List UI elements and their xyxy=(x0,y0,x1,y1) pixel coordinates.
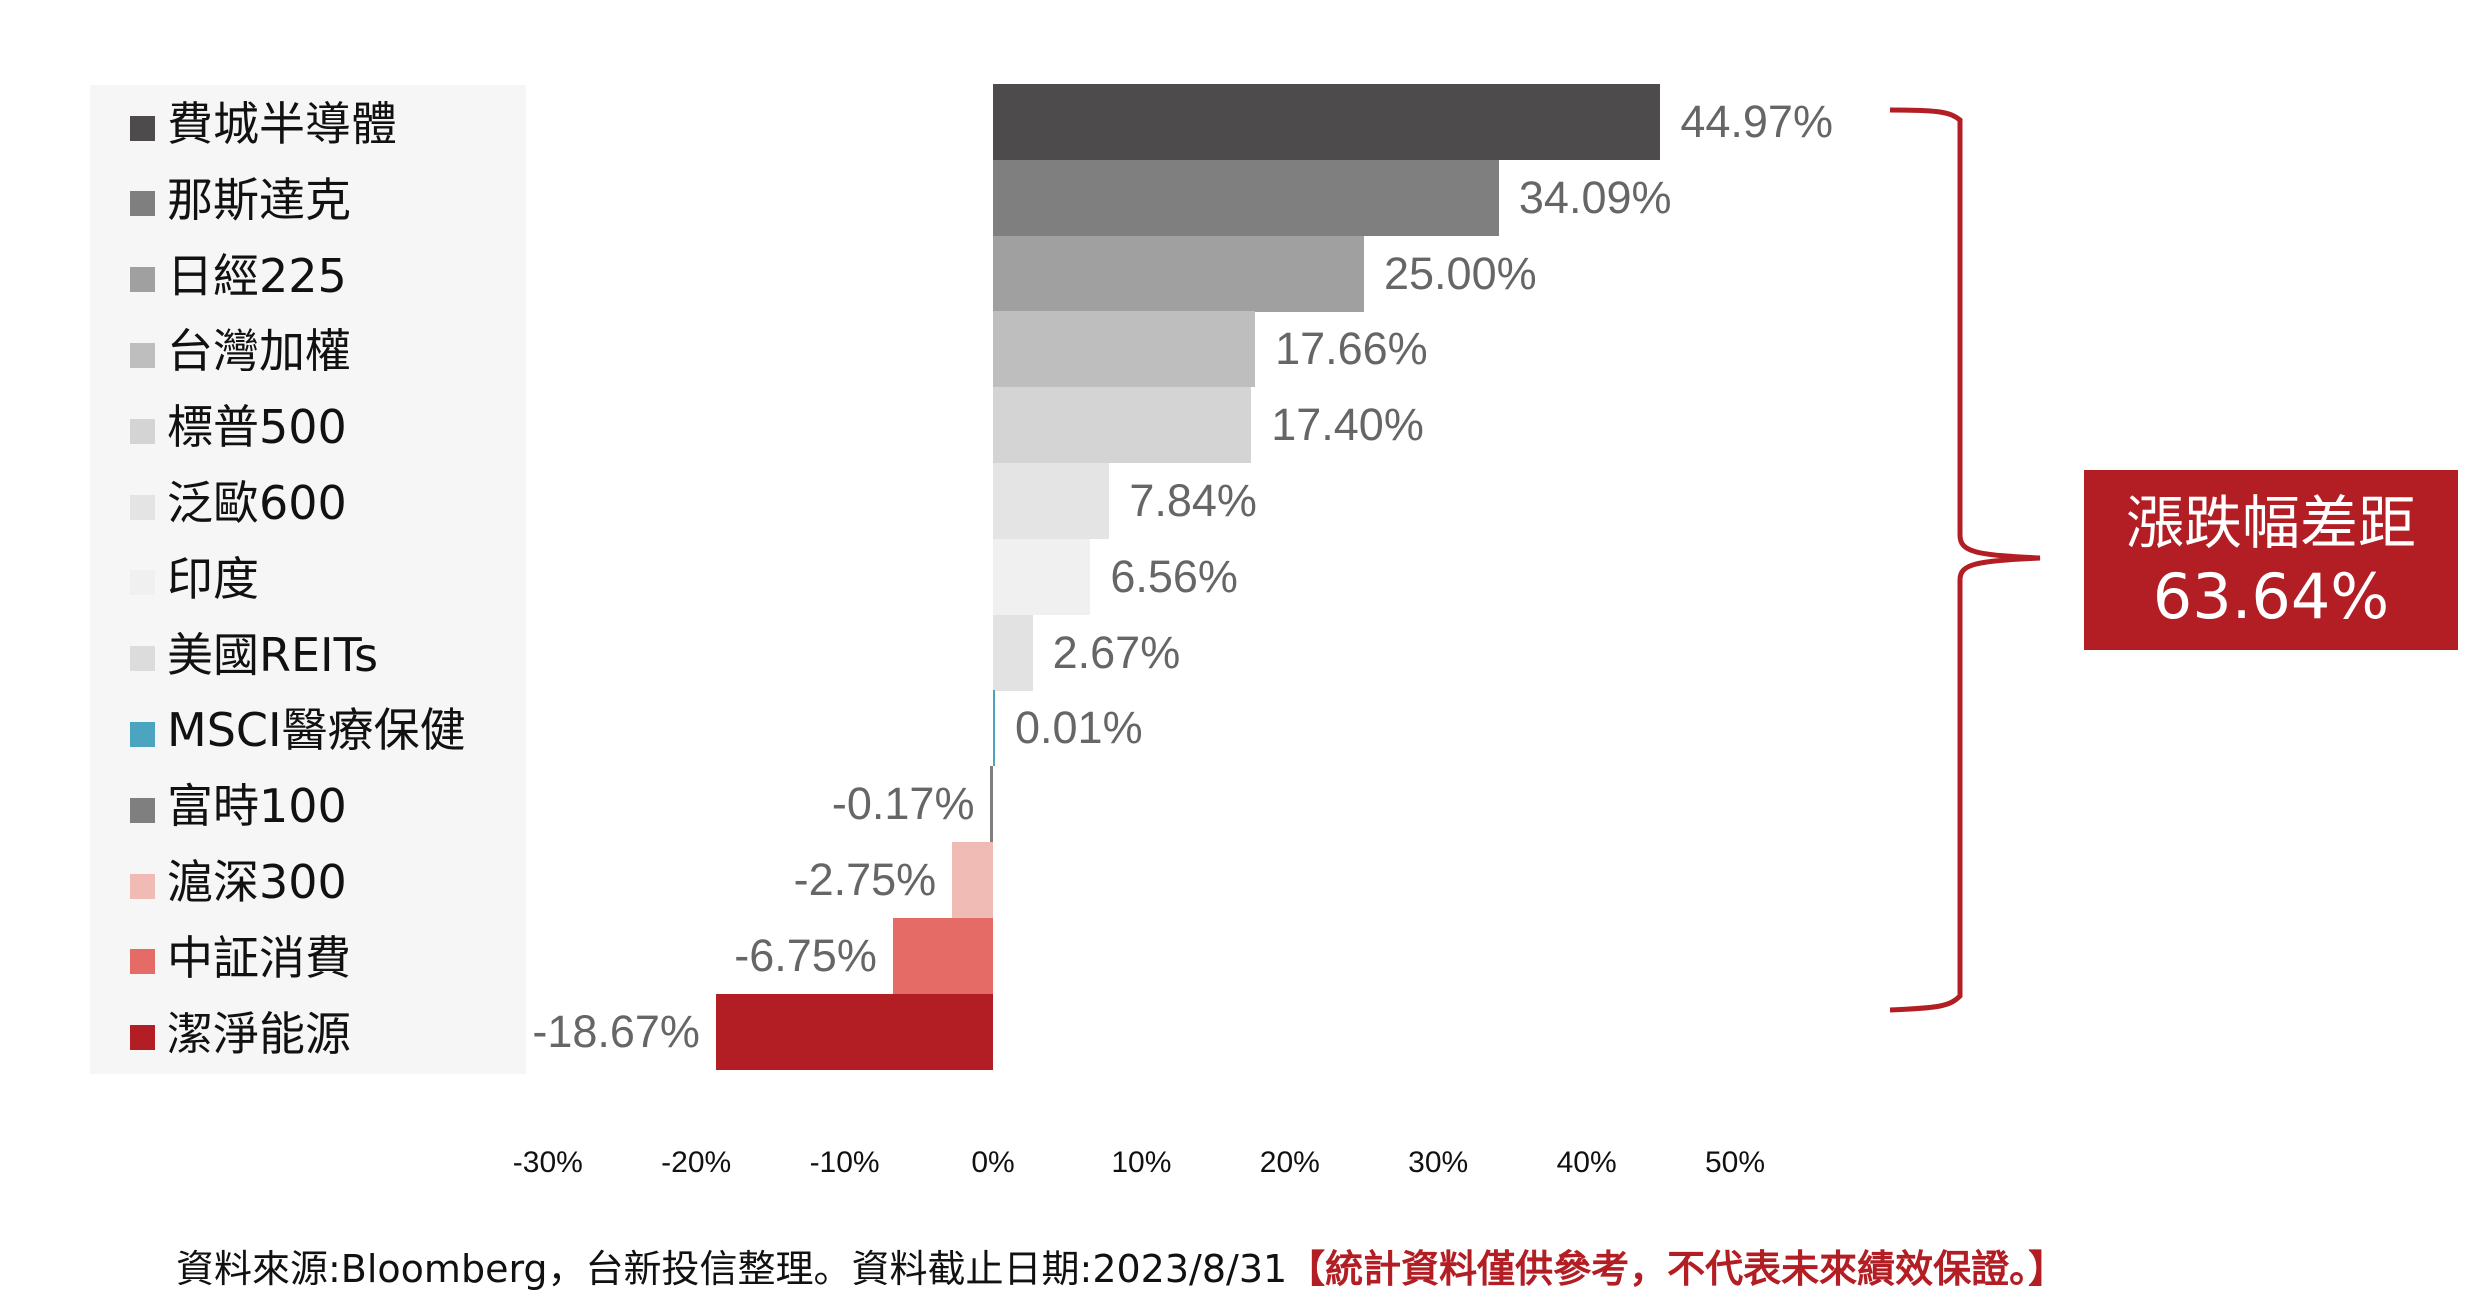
bar xyxy=(993,538,1091,615)
legend-item: 台灣加權 xyxy=(130,310,351,386)
legend-item: 標普500 xyxy=(130,386,347,462)
bar xyxy=(993,463,1110,539)
bar xyxy=(715,993,993,1070)
bar xyxy=(892,917,993,994)
legend-label: 滬深300 xyxy=(167,855,347,909)
callout-value: 63.64% xyxy=(2152,560,2390,633)
bar-value-label: 34.09% xyxy=(1518,171,1672,223)
legend-swatch-icon xyxy=(130,1025,155,1051)
x-tick-label: 30% xyxy=(1408,1146,1469,1179)
bar-value-label: 2.67% xyxy=(1052,626,1181,678)
legend-swatch-icon xyxy=(130,797,155,823)
footer-note: 資料來源:Bloomberg，台新投信整理。資料截止日期:2023/8/31【統… xyxy=(176,1238,2066,1293)
bar-value-label: -18.67% xyxy=(532,1005,700,1057)
legend-label: 中証消費 xyxy=(167,930,351,985)
legend-item: MSCI醫療保健 xyxy=(130,689,466,765)
bar-value-label: -0.17% xyxy=(831,778,975,830)
legend-label: 那斯達克 xyxy=(167,172,351,227)
legend-swatch-icon xyxy=(130,494,155,520)
bar-value-label: 0.01% xyxy=(1015,702,1143,754)
legend-swatch-icon xyxy=(130,646,155,672)
bar xyxy=(993,387,1252,464)
bar xyxy=(993,84,1661,160)
legend-label: 美國REITs xyxy=(167,627,379,682)
legend-swatch-icon xyxy=(130,570,155,596)
legend-label: 標普500 xyxy=(167,400,347,455)
bar-value-label: 6.56% xyxy=(1110,550,1238,602)
legend-item: 日經225 xyxy=(130,235,347,311)
legend-label: 費城半導體 xyxy=(167,97,397,151)
legend-item: 泛歐600 xyxy=(130,462,347,538)
legend-swatch-icon xyxy=(130,267,155,293)
bar-value-label: -6.75% xyxy=(734,929,877,981)
legend-item: 印度 xyxy=(130,538,259,614)
legend-swatch-icon xyxy=(130,949,155,975)
legend-item: 富時100 xyxy=(130,765,347,841)
x-tick-label: 0% xyxy=(971,1146,1015,1179)
legend-label: 潔淨能源 xyxy=(167,1006,351,1061)
legend-swatch-icon xyxy=(130,342,155,368)
legend-swatch-icon xyxy=(130,418,155,444)
x-tick-label: 20% xyxy=(1259,1146,1320,1179)
x-tick-label: -30% xyxy=(512,1146,583,1179)
legend-item: 那斯達克 xyxy=(130,159,351,235)
brace-icon xyxy=(1889,107,2041,1013)
bar xyxy=(993,159,1499,236)
x-tick-label: 40% xyxy=(1556,1146,1617,1179)
legend-label: 日經225 xyxy=(167,248,347,303)
disclaimer-text: 【統計資料僅供參考，不代表未來績效保證。】 xyxy=(1287,1247,2067,1291)
bar-value-label: 17.66% xyxy=(1275,323,1428,375)
spread-callout: 漲跌幅差距 63.64% xyxy=(2084,470,2458,650)
source-text: 資料來源:Bloomberg，台新投信整理。資料截止日期:2023/8/31 xyxy=(176,1247,1288,1291)
x-tick-label: -10% xyxy=(809,1146,880,1179)
bar xyxy=(993,614,1033,691)
bar xyxy=(952,842,993,918)
bar-value-label: -2.75% xyxy=(793,854,937,905)
legend-swatch-icon xyxy=(130,721,155,747)
legend-label: MSCI醫療保健 xyxy=(167,703,466,758)
legend-label: 泛歐600 xyxy=(167,476,347,530)
legend-panel: 費城半導體那斯達克日經225 台灣加權標普500 泛歐600 印度美國REITs MSC… xyxy=(90,85,526,1074)
bar-value-label: 44.97% xyxy=(1680,96,1833,147)
bar xyxy=(993,311,1256,388)
legend-swatch-icon xyxy=(130,873,155,899)
bar xyxy=(993,235,1364,312)
callout-title: 漲跌幅差距 xyxy=(2125,489,2416,557)
legend-item: 費城半導體 xyxy=(130,83,397,159)
bar-value-label: 25.00% xyxy=(1384,247,1537,299)
bar xyxy=(993,690,995,767)
legend-label: 台灣加權 xyxy=(167,324,351,379)
x-tick-label: 50% xyxy=(1704,1146,1766,1179)
bar-value-label: 7.84% xyxy=(1129,475,1257,526)
bar-value-label: 17.40% xyxy=(1271,399,1424,451)
legend-label: 印度 xyxy=(167,551,259,606)
legend-swatch-icon xyxy=(130,115,155,141)
bar xyxy=(990,766,993,843)
legend-item: 滬深300 xyxy=(130,841,347,917)
legend-item: 美國REITs xyxy=(130,614,378,690)
legend-item: 中証消費 xyxy=(130,917,351,993)
x-tick-label: -20% xyxy=(661,1146,732,1179)
x-tick-label: 10% xyxy=(1111,1146,1172,1179)
legend-swatch-icon xyxy=(130,191,155,217)
legend-label: 富時100 xyxy=(167,779,347,834)
legend-item: 潔淨能源 xyxy=(130,993,351,1069)
